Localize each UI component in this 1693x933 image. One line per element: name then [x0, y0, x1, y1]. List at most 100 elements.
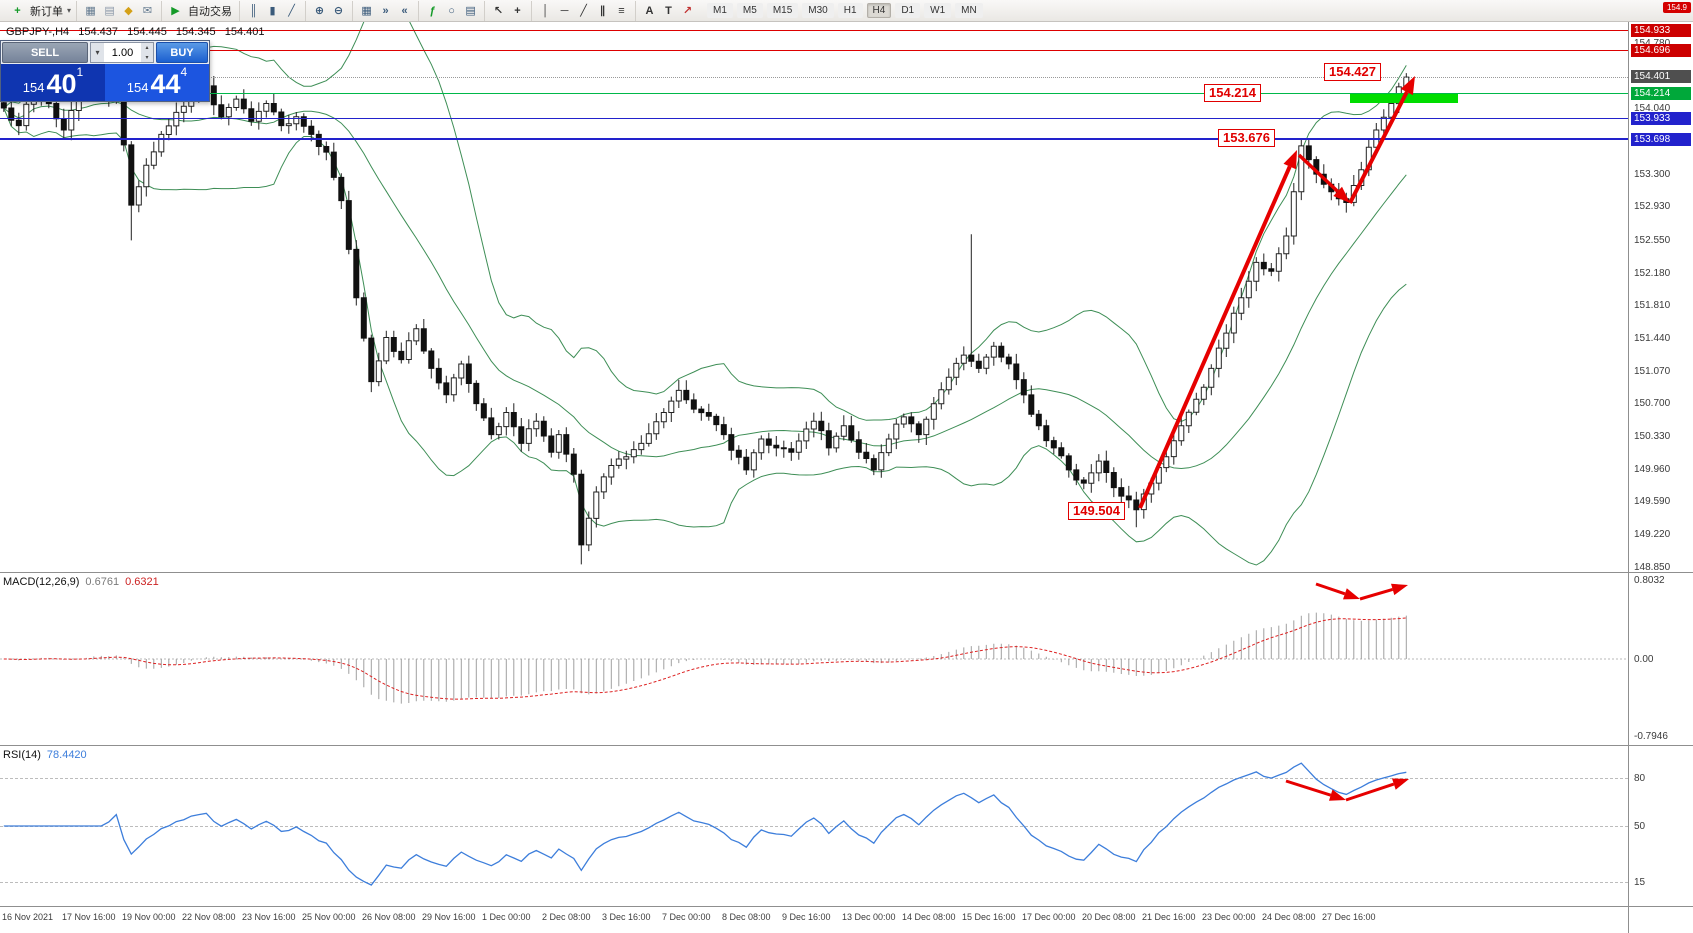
vertical-line-icon[interactable]: │ [542, 4, 549, 17]
time-label-19: 21 Dec 16:00 [1142, 912, 1196, 922]
arrows-tool-icon[interactable]: ↗ [682, 5, 693, 17]
scale-label-152.180: 152.180 [1634, 267, 1671, 279]
time-label-11: 7 Dec 00:00 [662, 912, 711, 922]
scale-label-150.700: 150.700 [1634, 398, 1671, 410]
time-label-15: 14 Dec 08:00 [902, 912, 956, 922]
time-label-1: 17 Nov 16:00 [62, 912, 116, 922]
zoom-in-icon[interactable]: ⊕ [314, 5, 325, 17]
macd-panel-separator[interactable] [0, 572, 1693, 573]
timeframe-buttons: M1 M5 M15 M30 H1 H4 D1 W1 MN [701, 1, 989, 21]
channel-icon[interactable]: ∥ [599, 5, 606, 17]
mail-icon[interactable]: ✉ [142, 5, 153, 17]
rsi-level-15 [0, 882, 1628, 883]
volume-spinner[interactable]: ▴ ▾ [141, 43, 153, 62]
price-annotation-149504[interactable]: 149.504 [1068, 501, 1125, 520]
symbol-info: GBPJPY-,H4 154.437 154.445 154.345 154.4… [6, 26, 271, 38]
current-price-line [0, 76, 1628, 78]
new-order-caret[interactable]: ▾ [67, 6, 72, 15]
timeframe-mn[interactable]: MN [955, 3, 983, 18]
time-label-12: 8 Dec 08:00 [722, 912, 771, 922]
time-axis[interactable]: 16 Nov 2021 17 Nov 16:00 19 Nov 00:00 22 No… [0, 906, 1693, 933]
time-label-0: 16 Nov 2021 [2, 912, 54, 922]
rsi-axis-15: 15 [1634, 876, 1646, 888]
time-label-20: 23 Dec 00:00 [1202, 912, 1256, 922]
scale-label-154.780: 154.780 [1631, 37, 1691, 50]
axis-corner-line [1628, 907, 1629, 933]
timeframe-m30[interactable]: M30 [802, 3, 834, 18]
crosshair-icon[interactable]: + [514, 4, 521, 17]
scale-label-152.550: 152.550 [1634, 234, 1671, 246]
sell-button[interactable]: SELL [2, 42, 88, 63]
charts-icon[interactable]: ▦ [85, 5, 96, 17]
alerts-icon[interactable]: ◆ [124, 5, 133, 17]
scale-label-153.933: 153.933 [1631, 111, 1691, 125]
line-chart-icon[interactable]: ╱ [288, 5, 295, 17]
profile-icon[interactable]: ▤ [104, 5, 115, 17]
auto-scroll-icon[interactable]: » [382, 4, 389, 17]
time-label-3: 22 Nov 08:00 [182, 912, 236, 922]
buy-button[interactable]: BUY [156, 42, 208, 63]
text-label-icon[interactable]: T [665, 4, 672, 17]
time-label-13: 9 Dec 16:00 [782, 912, 831, 922]
toolbar-icon-groups: + 新订单 ▾ ▦ ▤ ◆ ✉ ▶ 自动交易 ║ ▮ ╱ ⊕ ⊖ ▦ » « ƒ ○ ▤ ↖ + │ ─ ╱ ∥ ≡ A T ↗ [4, 0, 701, 21]
level-line-154.696[interactable] [0, 50, 1628, 52]
timeframe-d1[interactable]: D1 [895, 3, 921, 18]
timeframe-m1[interactable]: M1 [707, 3, 733, 18]
time-label-9: 2 Dec 08:00 [542, 912, 591, 922]
sell-price[interactable]: 154 40 1 [1, 64, 105, 101]
scale-label-153.698: 153.698 [1631, 132, 1691, 146]
new-order-label[interactable]: 新订单 [30, 5, 63, 18]
volume-dropdown-caret[interactable]: ▾ [91, 43, 104, 62]
buy-price[interactable]: 154 44 4 [105, 64, 209, 101]
trendline-icon[interactable]: ╱ [580, 5, 587, 17]
time-label-17: 17 Dec 00:00 [1022, 912, 1076, 922]
scale-label-154.933: 154.933 [1631, 23, 1691, 37]
autotrading-icon[interactable]: ▶ [171, 5, 180, 17]
volume-input[interactable] [104, 43, 141, 62]
price-scale[interactable] [1628, 22, 1693, 906]
horizontal-line-icon[interactable]: ─ [560, 4, 569, 17]
scale-label-148.850: 148.850 [1634, 561, 1671, 573]
time-label-21: 24 Dec 08:00 [1262, 912, 1316, 922]
bar-chart-icon[interactable]: ║ [249, 4, 258, 17]
timeframe-h1[interactable]: H1 [837, 3, 863, 18]
periods-icon[interactable]: ○ [448, 4, 455, 17]
price-annotation-154427[interactable]: 154.427 [1324, 62, 1381, 81]
templates-icon[interactable]: ▤ [465, 5, 476, 17]
time-label-22: 27 Dec 16:00 [1322, 912, 1376, 922]
time-label-16: 15 Dec 16:00 [962, 912, 1016, 922]
fibonacci-icon[interactable]: ≡ [618, 4, 625, 17]
scale-label-149.220: 149.220 [1634, 528, 1671, 540]
timeframe-m15[interactable]: M15 [766, 3, 799, 18]
level-line-153.933[interactable] [0, 117, 1628, 119]
indicators-icon[interactable]: ƒ [429, 4, 436, 17]
time-label-8: 1 Dec 00:00 [482, 912, 531, 922]
text-icon[interactable]: A [645, 4, 654, 17]
level-line-153.698[interactable] [0, 138, 1628, 141]
rsi-panel-separator[interactable] [0, 745, 1693, 746]
time-label-10: 3 Dec 16:00 [602, 912, 651, 922]
cursor-icon[interactable]: ↖ [493, 5, 504, 17]
new-order-icon[interactable]: + [14, 4, 21, 17]
rsi-axis-80: 80 [1634, 772, 1646, 784]
rsi-axis-50: 50 [1634, 820, 1646, 832]
current-price-scale-label: 154.401 [1631, 70, 1691, 84]
chart-shift-icon[interactable]: « [401, 4, 408, 17]
main-toolbar: + 新订单 ▾ ▦ ▤ ◆ ✉ ▶ 自动交易 ║ ▮ ╱ ⊕ ⊖ ▦ » « ƒ ○ ▤ ↖ + │ ─ ╱ ∥ ≡ A T ↗ M1 M5… [0, 0, 1693, 22]
timeframe-h4[interactable]: H4 [866, 3, 892, 18]
timeframe-w1[interactable]: W1 [924, 3, 952, 18]
scale-label-152.930: 152.930 [1634, 201, 1671, 213]
timeframe-m5[interactable]: M5 [736, 3, 763, 18]
highlight-rectangle[interactable] [1350, 94, 1458, 104]
tile-windows-icon[interactable]: ▦ [361, 5, 372, 17]
ohlc-open: 154.437 [78, 26, 119, 38]
candlestick-icon[interactable]: ▮ [269, 5, 276, 17]
price-annotation-154214[interactable]: 154.214 [1204, 84, 1261, 103]
zoom-out-icon[interactable]: ⊖ [333, 5, 344, 17]
chart-canvas[interactable] [0, 22, 1628, 906]
autotrading-label[interactable]: 自动交易 [188, 5, 233, 18]
scale-label-149.590: 149.590 [1634, 496, 1671, 508]
price-annotation-153676[interactable]: 153.676 [1218, 128, 1275, 147]
